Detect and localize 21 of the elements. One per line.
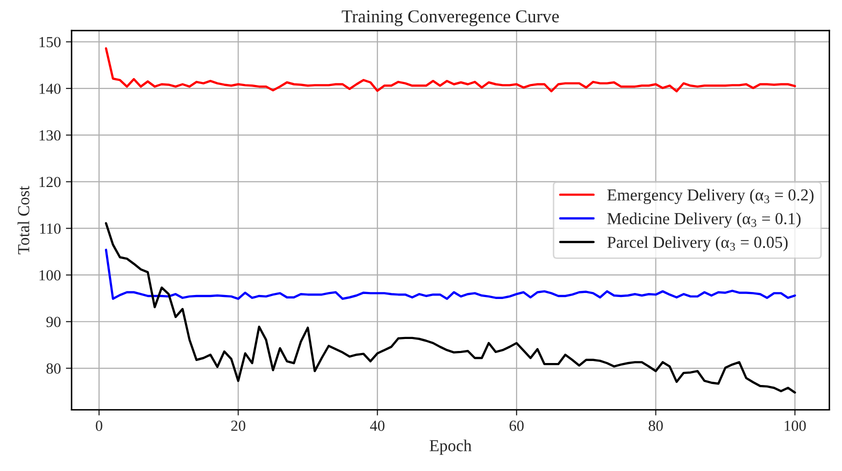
x-tick-label: 60 — [510, 420, 524, 431]
y-tick-label: 150 — [40, 36, 61, 48]
x-tick-label: 0 — [96, 420, 102, 431]
legend-label: Parcel Delivery (α$_{3}$ = 0.05) — [607, 236, 788, 252]
y-tick-label: 100 — [40, 270, 61, 280]
x-tick-label: 40 — [370, 420, 384, 431]
x-tick-label: 80 — [648, 420, 663, 431]
y-tick-label: 80 — [46, 363, 61, 374]
x-tick-label: 100 — [784, 420, 806, 431]
y-tick-label: 90 — [46, 316, 61, 328]
x-axis-title: Epoch — [430, 440, 472, 455]
line-series — [104, 47, 796, 92]
legend-label: Emergency Delivery (α$_{3}$ = 0.2) — [607, 188, 814, 204]
y-tick-label: 110 — [40, 223, 61, 234]
chart-title: Training Converegence Curve — [342, 10, 559, 26]
y-tick-label: 130 — [40, 130, 61, 141]
y-axis-title: Total Cost — [18, 186, 30, 254]
x-tick-label: 20 — [231, 420, 246, 431]
legend-label: Medicine Delivery (α$_{3}$ = 0.1) — [607, 212, 801, 228]
y-tick-label: 120 — [40, 176, 61, 188]
y-tick-label: 140 — [40, 84, 61, 94]
